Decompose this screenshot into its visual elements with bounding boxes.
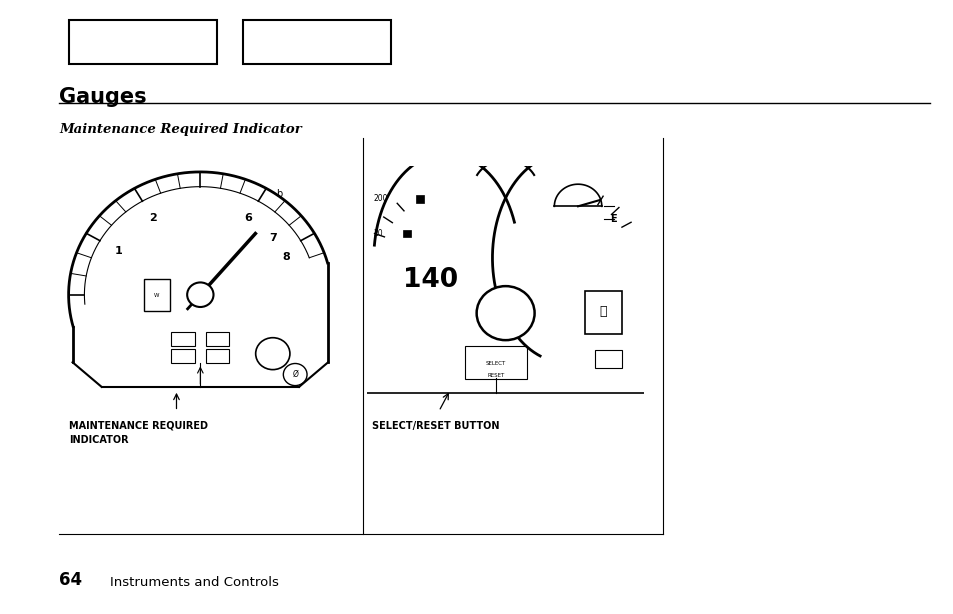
FancyBboxPatch shape bbox=[584, 291, 621, 334]
Text: 200: 200 bbox=[374, 195, 388, 203]
Text: Ø: Ø bbox=[292, 370, 298, 379]
Circle shape bbox=[187, 282, 213, 307]
FancyBboxPatch shape bbox=[206, 349, 229, 363]
Text: Gauges: Gauges bbox=[59, 87, 147, 107]
FancyBboxPatch shape bbox=[144, 279, 170, 311]
Text: E: E bbox=[610, 214, 617, 223]
Text: RESET: RESET bbox=[487, 373, 504, 378]
Text: 7: 7 bbox=[269, 233, 276, 243]
Circle shape bbox=[476, 286, 534, 340]
Text: Maintenance Required Indicator: Maintenance Required Indicator bbox=[59, 123, 301, 136]
Bar bbox=[402, 230, 411, 237]
Text: SELECT/RESET BUTTON: SELECT/RESET BUTTON bbox=[372, 421, 499, 430]
Text: 1: 1 bbox=[114, 246, 122, 255]
Text: W: W bbox=[154, 293, 159, 298]
FancyBboxPatch shape bbox=[464, 346, 526, 379]
Text: 140: 140 bbox=[402, 267, 457, 293]
FancyBboxPatch shape bbox=[595, 350, 621, 368]
Text: 2: 2 bbox=[149, 213, 156, 223]
FancyBboxPatch shape bbox=[243, 20, 391, 64]
Text: b: b bbox=[276, 189, 282, 199]
Text: 20: 20 bbox=[374, 229, 383, 238]
FancyBboxPatch shape bbox=[206, 332, 229, 346]
FancyBboxPatch shape bbox=[69, 20, 216, 64]
FancyBboxPatch shape bbox=[172, 332, 194, 346]
Bar bbox=[416, 195, 423, 203]
Text: 64: 64 bbox=[59, 572, 82, 589]
Circle shape bbox=[283, 363, 307, 386]
Circle shape bbox=[255, 338, 290, 370]
Text: 6: 6 bbox=[244, 213, 252, 223]
Text: Instruments and Controls: Instruments and Controls bbox=[110, 577, 278, 589]
Text: ⛽: ⛽ bbox=[598, 305, 606, 319]
FancyBboxPatch shape bbox=[172, 349, 194, 363]
Text: 8: 8 bbox=[282, 252, 290, 262]
Text: MAINTENANCE REQUIRED
INDICATOR: MAINTENANCE REQUIRED INDICATOR bbox=[69, 421, 208, 445]
Text: SELECT: SELECT bbox=[485, 361, 505, 366]
